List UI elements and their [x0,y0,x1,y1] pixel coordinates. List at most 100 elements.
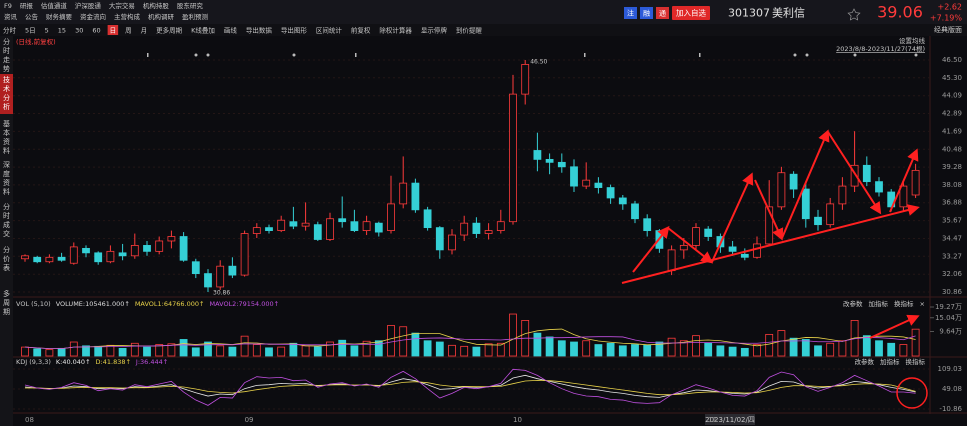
menu-item[interactable]: 盈利预测 [182,12,209,21]
menu-item[interactable]: 研报 [20,1,34,10]
panel-button[interactable]: 加指标 [880,357,900,366]
ma-button[interactable]: 设置均线 [899,36,926,45]
panel-button[interactable]: 换指标 [894,299,914,308]
volume-bar [338,339,347,357]
panel-button[interactable]: 改参数 [855,357,875,366]
volume-bar [582,340,591,357]
toolbar-item[interactable]: 画线 [224,26,238,35]
toolbar-item[interactable]: 5日 [25,27,36,35]
toolbar-item[interactable]: 周 [125,27,132,35]
candle-body [704,228,713,237]
candle-body [130,245,139,257]
indicator-line [24,374,916,398]
panel-button[interactable]: 改参数 [843,299,863,308]
candle-body [850,164,859,187]
panel-button[interactable]: × [920,300,925,308]
toolbar-item[interactable]: 30 [75,27,83,35]
menu-item[interactable]: 估值通道 [41,1,68,10]
volume-bar [789,337,798,357]
volume-bar [387,325,395,357]
y-tick-label: 33.27 [942,252,962,260]
y-tick-label: 39.28 [942,163,962,171]
volume-bar [862,335,871,357]
toolbar-item[interactable]: 区间统计 [316,26,343,35]
candle-body [557,161,566,168]
toolbar-item[interactable]: 60 [92,27,100,35]
menu-item[interactable]: 机构持股 [143,1,170,10]
candle-body [533,150,542,160]
candle-body [179,236,188,261]
toolbar-item[interactable]: 导出数据 [246,26,273,35]
sidebar-item[interactable]: 分价表 [3,245,11,273]
menu-item[interactable]: 资讯 [4,12,18,21]
volume-bar [411,332,420,357]
candle-body [338,218,347,223]
volume-bar [826,342,835,357]
indicator-line [24,368,916,406]
panel-button[interactable]: 换指标 [906,357,926,366]
menu-item[interactable]: 资金流向 [80,12,106,21]
menu-item[interactable]: 沪深股通 [75,1,102,10]
volume-bar [496,342,505,357]
toolbar-item[interactable]: 除权计算器 [379,26,412,35]
toolbar-item[interactable]: 更多周期 [156,26,183,35]
add-button-bg[interactable] [672,6,710,20]
volume-bar [448,344,456,357]
toolbar-item[interactable]: 到价提醒 [456,26,483,35]
layout-button[interactable]: 经典版面 [934,25,962,34]
sidebar-item[interactable]: 分时走势 [3,37,11,74]
volume-bar [570,341,578,357]
sidebar-item[interactable]: 多周期 [3,289,11,317]
toolbar-item[interactable]: 分时 [3,26,17,35]
y-tick-label: 32.06 [942,270,963,278]
change-pct: +7.19% [930,14,963,23]
menu-item[interactable]: 财务摘要 [46,12,73,21]
y-tick-label: 49.08 [942,385,962,393]
volume-bar [692,335,700,357]
range-label: 2023/8/8-2023/11/27(74根) [836,44,925,53]
menu-item[interactable]: 主营构成 [114,12,141,21]
volume-bar [777,330,786,357]
toolbar-item[interactable]: 显示停牌 [421,26,448,35]
change: +2.62 [937,3,962,12]
toolbar-active-bg [107,25,119,35]
volume-bar [423,340,432,357]
sidebar-item[interactable]: 技术分析 [3,75,11,112]
toolbar-item[interactable]: 日 [110,27,117,35]
volume-bar [289,342,298,357]
low-label: 30.86 [213,290,230,297]
price-panel: 30.86 32.06 33.27 34.47 35.67 36.88 38.08 39.28… [13,56,963,297]
sidebar-item[interactable]: 深度资料 [3,160,11,197]
candle-body [57,256,66,261]
menu-item[interactable]: 股东研究 [177,1,204,10]
toolbar-item[interactable]: 5 [45,27,49,35]
menu-item[interactable]: 公告 [25,12,39,21]
menu-item[interactable]: 大宗交易 [109,1,135,10]
badge-bg [624,7,637,19]
toolbar-item[interactable]: 前复权 [351,26,371,35]
sidebar-item[interactable]: 分时成交 [3,202,11,239]
volume-bar [33,348,42,357]
badge-bg [640,7,653,19]
toolbar-item[interactable]: 导出图形 [281,26,308,35]
sidebar-item[interactable]: 基本资料 [3,119,11,156]
volume-bar [509,313,517,357]
toolbar-item[interactable]: 月 [141,27,148,35]
candle-body [777,172,786,208]
menu-item[interactable]: 机构调研 [148,12,175,21]
candle-body [838,185,847,205]
volume-bar [313,346,322,357]
candle-body [606,187,615,199]
toolbar-item[interactable]: K线叠加 [191,26,215,35]
menu-item[interactable]: F9 [4,2,12,10]
toolbar-item[interactable]: 15 [58,27,66,35]
y-tick-label: 35.67 [942,217,962,225]
panel-button[interactable]: 加指标 [869,299,889,308]
volume-bar [704,342,713,357]
volume-bar [240,335,249,357]
y-tick-label: 44.09 [942,92,962,100]
candle-body [350,221,359,231]
favorite-icon[interactable] [847,8,861,21]
add-button[interactable]: 加入自选 [676,8,706,18]
